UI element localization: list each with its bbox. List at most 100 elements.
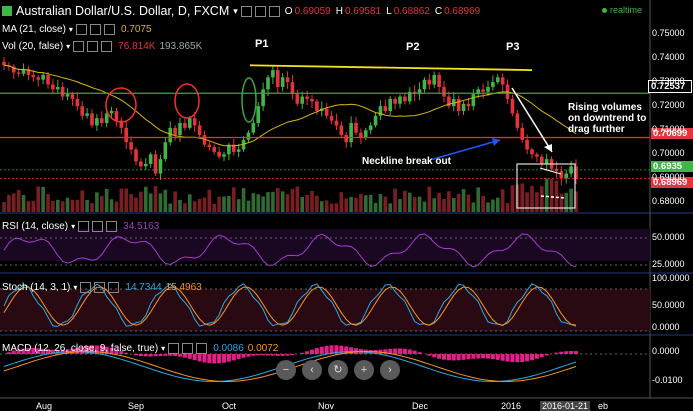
volume-bar	[300, 196, 305, 212]
eye-icon[interactable]	[73, 41, 85, 52]
volume-bar	[261, 196, 265, 212]
volume-bar	[417, 196, 422, 212]
close-icon[interactable]	[101, 41, 113, 52]
macd-histogram-bar	[388, 348, 393, 354]
volume-bar	[427, 186, 432, 212]
volume-bar	[476, 187, 481, 212]
settings-icon[interactable]	[182, 343, 194, 354]
settings-icon[interactable]	[92, 221, 104, 232]
volume-bar	[143, 186, 148, 212]
settings-icon[interactable]	[89, 24, 101, 35]
zoom-in-button[interactable]: +	[354, 360, 374, 380]
settings-icon[interactable]	[254, 5, 266, 17]
close-icon[interactable]	[196, 343, 208, 354]
candle-body	[344, 135, 349, 143]
candle-body	[275, 70, 280, 87]
volume-bar	[202, 197, 207, 212]
volume-bar	[486, 202, 490, 212]
candle-body	[31, 74, 36, 78]
rsi-line	[3, 233, 577, 268]
macd-histogram-bar	[554, 352, 559, 354]
volume-bar	[359, 193, 363, 212]
macd-legend[interactable]: MACD (12, 26, close, 9, false, true) ▾ 0…	[2, 343, 278, 354]
stoch-legend[interactable]: Stoch (14, 3, 1) ▾ 14.7344 15.4963	[2, 282, 202, 293]
close-icon[interactable]	[268, 5, 280, 17]
candle-body	[363, 130, 368, 138]
volume-bar	[187, 194, 192, 212]
scroll-back-button[interactable]: ‹	[302, 360, 322, 380]
volume-bar	[378, 194, 383, 212]
eye-icon[interactable]	[80, 282, 92, 293]
candle-body	[75, 98, 80, 107]
symbol-toggle-icon[interactable]	[2, 6, 12, 16]
candle-body	[222, 154, 226, 157]
volume-bar	[60, 201, 65, 212]
macd-histogram-bar	[505, 354, 510, 362]
candle-body	[447, 96, 451, 107]
chevron-down-icon[interactable]: ▾	[73, 283, 78, 292]
macd-histogram-bar	[495, 354, 500, 360]
candle-body	[290, 82, 295, 95]
volume-bar	[183, 203, 187, 212]
macd-histogram-bar	[398, 348, 402, 354]
close-icon[interactable]	[106, 221, 118, 232]
macd-histogram-bar	[275, 354, 280, 356]
close-icon[interactable]	[103, 24, 115, 35]
candle-body	[476, 89, 481, 95]
macd-value-1: 0.0086	[213, 343, 244, 354]
price-tick-label: 0.73000	[652, 76, 685, 87]
macd-histogram-bar	[109, 347, 114, 354]
macd-histogram-bar	[173, 354, 178, 357]
candle-body	[119, 120, 124, 128]
candle-body	[432, 74, 437, 85]
macd-histogram-bar	[402, 348, 407, 354]
macd-histogram-bar	[251, 354, 256, 356]
candle-body	[158, 159, 163, 174]
scroll-forward-button[interactable]: ›	[380, 360, 400, 380]
volume-bar	[104, 188, 109, 212]
vol-legend[interactable]: Vol (20, false) ▾ 76.814K 193.865K	[2, 41, 202, 52]
macd-histogram-bar	[192, 354, 197, 361]
volume-bar	[500, 189, 505, 212]
macd-histogram-bar	[466, 354, 471, 360]
candle-body	[187, 118, 192, 128]
eye-icon[interactable]	[78, 221, 90, 232]
volume-bar	[75, 199, 80, 212]
eye-icon[interactable]	[75, 24, 87, 35]
macd-histogram-bar	[148, 354, 153, 357]
reset-button[interactable]: ↻	[328, 360, 348, 380]
candle-body	[148, 154, 153, 164]
settings-icon[interactable]	[87, 41, 99, 52]
macd-label: MACD (12, 26, close, 9, false, true)	[2, 343, 159, 354]
volume-bar	[41, 186, 45, 212]
volume-bar	[466, 194, 471, 212]
candle-body	[359, 132, 363, 138]
candle-body	[486, 86, 490, 92]
macd-histogram-bar	[217, 354, 222, 364]
chevron-down-icon[interactable]: ▾	[161, 344, 166, 353]
volume-bar	[168, 203, 173, 212]
close-icon[interactable]	[108, 282, 120, 293]
chevron-down-icon[interactable]: ▾	[66, 42, 71, 51]
chevron-down-icon[interactable]: ▾	[68, 25, 73, 34]
price-tick-label: 0.74000	[652, 52, 685, 63]
candle-body	[90, 113, 94, 126]
eye-icon[interactable]	[168, 343, 180, 354]
macd-histogram-bar	[534, 354, 539, 359]
rsi-legend[interactable]: RSI (14, close) ▾ 34.5163	[2, 221, 159, 232]
chevron-down-icon[interactable]: ▾	[71, 222, 76, 231]
chevron-down-icon[interactable]: ▾	[233, 5, 238, 16]
volume-bar	[403, 190, 407, 212]
macd-histogram-bar	[266, 354, 270, 356]
candle-body	[393, 98, 397, 104]
zoom-out-button[interactable]: −	[276, 360, 296, 380]
candle-body	[124, 127, 129, 143]
volume-bar	[114, 201, 119, 212]
ma-legend[interactable]: MA (21, close) ▾ 0.7075	[2, 24, 152, 35]
eye-icon[interactable]	[240, 5, 252, 17]
candle-body	[139, 161, 143, 167]
settings-icon[interactable]	[94, 282, 106, 293]
volume-bar	[280, 191, 285, 212]
macd-histogram-bar	[90, 345, 94, 354]
candle-body	[60, 86, 65, 97]
